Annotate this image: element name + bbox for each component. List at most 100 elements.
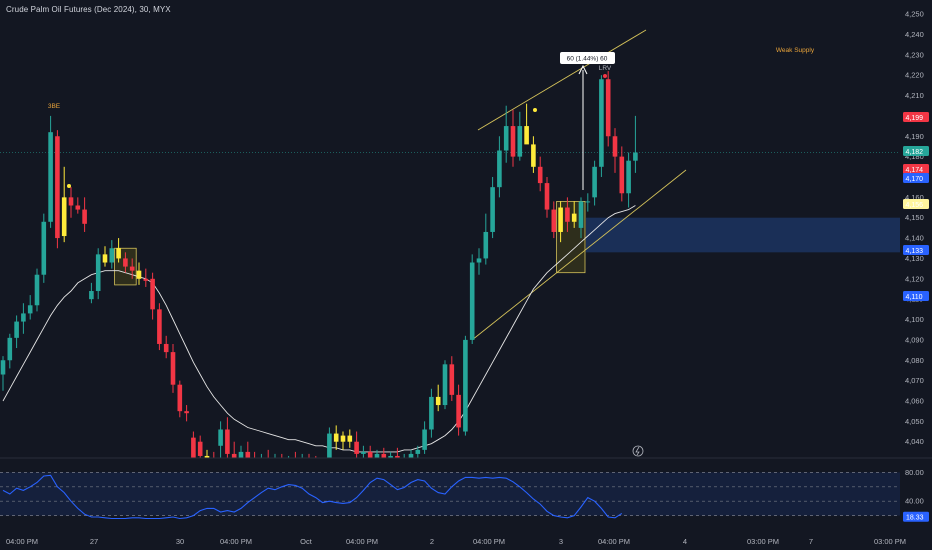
candle [27, 295, 33, 320]
candle-body [571, 213, 577, 222]
candle [274, 453, 276, 458]
candle-body [280, 460, 285, 466]
x-tick-label: Oct [300, 537, 313, 546]
right-marker-label: LRV [599, 65, 612, 72]
candle-body [163, 343, 169, 353]
candle-body [123, 258, 128, 267]
candle [320, 458, 325, 474]
y-tick-label: 4,230 [905, 50, 924, 59]
candle-body [89, 291, 94, 300]
y-tick-label: 4,140 [905, 234, 924, 243]
price-tag [903, 112, 929, 122]
candle [463, 335, 468, 436]
y-tick-label: 4,180 [905, 152, 924, 161]
candle [347, 429, 353, 448]
rsi-pane [0, 472, 900, 520]
candle [245, 441, 251, 458]
y-tick-label: 4,130 [905, 254, 924, 263]
candle-body [333, 433, 339, 442]
candle [327, 427, 332, 458]
candle-body [212, 458, 217, 462]
candle-body [327, 433, 332, 458]
y-tick-label: 4,070 [905, 376, 924, 385]
rsi-value-label: 18.33 [906, 515, 924, 522]
y-tick-label: 4,040 [905, 437, 924, 446]
candle [218, 421, 223, 458]
candle [395, 447, 400, 458]
candle [415, 445, 421, 458]
candle-body [300, 460, 305, 464]
candle [41, 213, 47, 283]
y-tick-label: 4,250 [905, 10, 924, 19]
candle-body [218, 429, 223, 446]
candle [109, 240, 115, 269]
candle-body [225, 429, 230, 454]
y-tick-label: 4,090 [905, 335, 924, 344]
x-tick-label: 03:00 PM [874, 537, 906, 546]
rsi-band [0, 472, 900, 516]
candle [571, 201, 577, 228]
candle [551, 201, 557, 239]
candle [95, 248, 101, 300]
candle-body [381, 453, 387, 458]
candle [254, 451, 256, 458]
candle-body [354, 441, 359, 454]
candle-body [633, 152, 638, 161]
candle [150, 272, 155, 320]
measure-label-bg [560, 52, 615, 64]
candle [605, 71, 611, 147]
x-tick-label: 30 [176, 537, 184, 546]
candle [308, 453, 310, 458]
candle [442, 360, 448, 410]
candle [599, 75, 604, 177]
candle-body [102, 254, 108, 263]
candle [102, 246, 108, 267]
candle [381, 447, 387, 458]
candle [238, 445, 244, 458]
x-tick-label: 27 [90, 537, 98, 546]
candle-body [55, 136, 60, 239]
candle-body [388, 455, 393, 458]
y-tick-label: 4,150 [905, 213, 924, 222]
candle [456, 384, 461, 436]
candle-body [544, 183, 550, 210]
price-tag [903, 173, 929, 183]
candle [619, 146, 625, 202]
candle-body [402, 458, 407, 462]
candle [449, 356, 455, 401]
candle-body [463, 339, 468, 432]
candle-body [14, 321, 19, 338]
candle [490, 176, 495, 239]
candle-body [204, 455, 210, 458]
candle [129, 258, 135, 279]
rsi-line [2, 474, 623, 520]
candle [231, 441, 237, 458]
candle-body [197, 441, 203, 456]
candle [170, 343, 176, 393]
candle [435, 384, 441, 412]
candle-body [551, 209, 557, 232]
candle [429, 388, 434, 438]
candle [267, 449, 269, 458]
candle [212, 451, 217, 462]
channel-line-upper [477, 29, 647, 131]
candle [89, 282, 94, 304]
x-tick-label: 04:00 PM [346, 537, 378, 546]
candle-body [109, 248, 115, 263]
main-pane: 60 (1.44%) 60 3BE LRV Weak Supply [0, 29, 900, 474]
candle-body [619, 156, 625, 194]
candle [82, 197, 87, 232]
candle-body [558, 207, 563, 232]
candle [191, 431, 196, 458]
price-tag [903, 146, 929, 156]
candle-body [129, 266, 135, 271]
x-tick-label: 4 [683, 537, 687, 546]
price-tag-label: 4,156 [906, 202, 924, 209]
candle [294, 451, 296, 458]
candle-body [170, 352, 176, 385]
signal-dot [603, 74, 607, 78]
candle-body [422, 429, 427, 450]
candle-body [245, 451, 251, 458]
candle-body [95, 254, 101, 292]
